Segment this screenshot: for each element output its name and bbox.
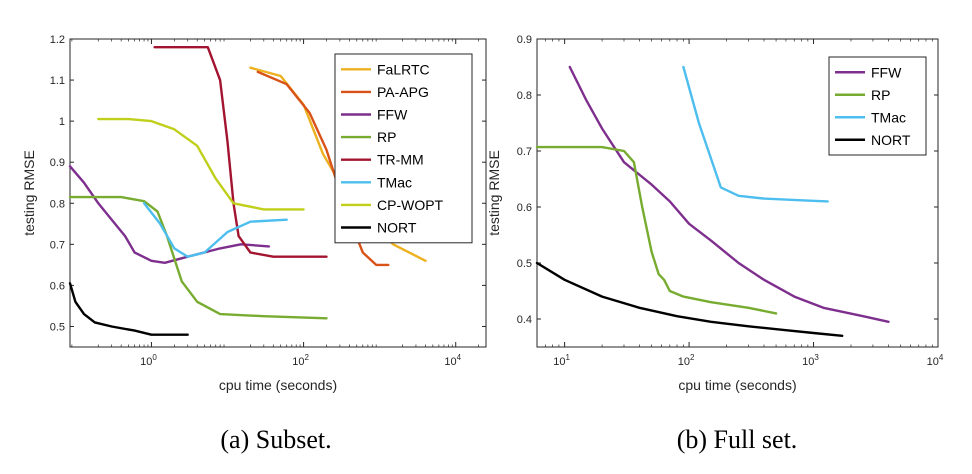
y-axis-label: testing RMSE [21,150,37,236]
x-axis-label: cpu time (seconds) [678,377,796,393]
x-tick-label: 102 [678,353,695,368]
caption: (a) Subset. [220,425,331,454]
y-tick-label: 0.6 [517,202,532,214]
legend-label: NORT [871,132,911,148]
x-tick-label: 101 [553,353,570,368]
y-tick-label: 0.5 [517,258,532,270]
x-tick-label: 103 [802,353,819,368]
y-tick-label: 1 [59,116,65,128]
legend-label: FaLRTC [377,61,430,77]
series-line-rp [68,195,328,320]
legend-label: TMac [871,109,906,125]
legend-label: RP [377,129,396,145]
series-line-nort [535,261,844,337]
legend-label: CP-WOPT [377,197,444,213]
legend-label: PA-APG [377,84,429,100]
series-line-tmac [682,65,829,203]
plot-subset: 0.5 0.6 0.7 0.8 0.9 1 1.1 1.2 100 102 104 cpu time … [21,34,487,454]
legend-label: TR-MM [377,152,424,168]
x-tick-label: 102 [292,353,309,368]
series-line-ffw [568,65,890,323]
y-tick-label: 0.5 [50,321,65,333]
y-tick-label: 0.8 [50,198,65,210]
y-tick-label: 0.6 [50,280,65,292]
axes-box [69,38,487,348]
legend: FFW RP TMac NORT [828,56,927,156]
legend-label: TMac [377,174,412,190]
legend-label: RP [871,87,890,103]
series-line-cp-wopt [97,117,305,211]
legend-box [334,53,473,244]
x-tick-label: 100 [140,353,157,368]
plot-full-set: 0.4 0.5 0.6 0.7 0.8 0.9 101 102 103 104 cpu time (… [486,34,944,454]
y-tick-label: 0.9 [50,157,65,169]
y-axis-label: testing RMSE [486,150,502,236]
legend-label: FFW [871,64,902,80]
series-line-nort [68,282,189,336]
series-line-tmac [142,202,288,258]
legend-label: NORT [377,220,417,236]
y-tick-label: 0.9 [517,34,532,46]
x-tick-label: 104 [927,353,944,368]
series-line-rp [535,145,778,315]
y-tick-label: 0.7 [50,239,65,251]
y-tick-label: 0.8 [517,90,532,102]
legend: FaLRTC PA-APG FFW RP TR-MM TMac CP-WOPT NORT [334,53,473,244]
x-tick-label: 104 [444,353,461,368]
x-axis-label: cpu time (seconds) [219,377,337,393]
y-tick-label: 1.2 [50,34,65,46]
y-tick-label: 0.7 [517,146,532,158]
series-line-ffw [68,165,271,264]
legend-label: FFW [377,107,408,123]
y-tick-label: 0.4 [517,314,532,326]
y-tick-label: 1.1 [50,75,65,87]
caption: (b) Full set. [677,425,798,454]
axes-box [536,38,939,348]
